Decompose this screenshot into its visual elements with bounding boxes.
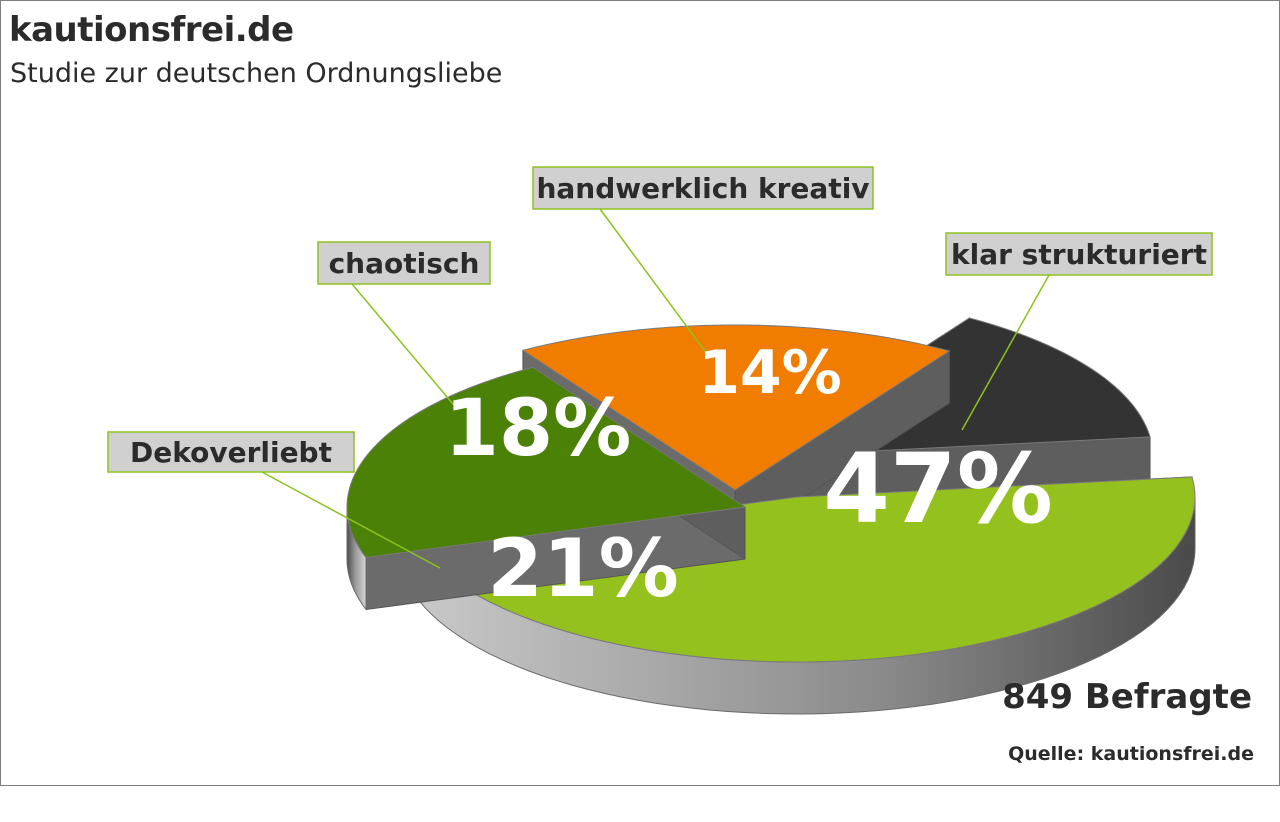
- slice-labels: klar strukturiert Dekoverliebt chaotisch ha…: [107, 166, 1213, 473]
- label-chaotisch: chaotisch: [317, 241, 491, 285]
- label-klar: klar strukturiert: [945, 232, 1213, 276]
- label-deko: Dekoverliebt: [107, 431, 355, 473]
- slice-deko: [346, 366, 747, 611]
- slice-deko-top: [346, 366, 747, 558]
- pct-label-deko: 21%: [487, 522, 678, 615]
- slice-chaotisch-top: [521, 324, 951, 491]
- label-handwerk: handwerklich kreativ: [532, 166, 874, 210]
- pie-chart: klar strukturiert Dekoverliebt chaotisch ha…: [107, 166, 1213, 715]
- leader-line-deko: [261, 471, 441, 569]
- respondents-count: 849 Befragte: [1002, 677, 1252, 717]
- percent-labels: 47% 21% 18% 14%: [445, 338, 1053, 615]
- pct-label-handwerk: 14%: [698, 338, 842, 408]
- label-box-handwerk: [532, 166, 874, 210]
- brand-title: kautionsfrei.de: [9, 10, 294, 50]
- label-text-klar: klar strukturiert: [951, 238, 1207, 271]
- label-box-chaotisch: [317, 241, 491, 285]
- pct-label-chaotisch: 18%: [445, 384, 632, 474]
- label-text-deko: Dekoverliebt: [130, 436, 332, 469]
- label-text-handwerk: handwerklich kreativ: [536, 172, 869, 205]
- leader-line-klar: [961, 274, 1050, 431]
- label-box-klar: [945, 232, 1213, 276]
- pct-label-klar: 47%: [823, 433, 1053, 545]
- leader-line-chaotisch: [351, 283, 459, 411]
- label-text-chaotisch: chaotisch: [329, 247, 480, 280]
- chart-subtitle: Studie zur deutschen Ordnungsliebe: [10, 58, 503, 89]
- source-note: Quelle: kautionsfrei.de: [1008, 743, 1254, 765]
- leader-lines: [261, 208, 1050, 569]
- label-box-deko: [107, 431, 355, 473]
- slices-layer: [346, 317, 1196, 715]
- leader-line-handwerk: [599, 208, 711, 359]
